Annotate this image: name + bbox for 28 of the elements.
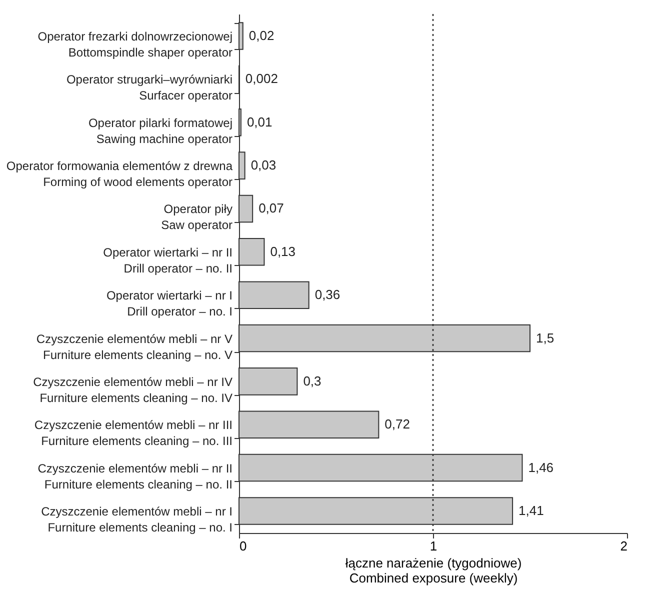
x-tick-label: 1 [430,538,438,554]
data-label: 1,41 [518,502,544,518]
y-tick-label: Operator frezarki dolnowrzecionowej Bottomspindle shaper operator [38,30,232,60]
data-label: 0,13 [270,244,296,259]
data-label: 1,46 [528,460,554,475]
data-label: 0,07 [258,200,284,216]
y-tick-label: Operator wiertarki – nr I Drill operator – no. I [106,288,232,319]
x-tick-label: 2 [620,538,628,554]
data-label: 0,002 [245,71,278,86]
data-label: 0,36 [314,287,340,302]
y-tick-label: Czyszczenie elementów mebli – nr III Furniture elements cleaning – no. III [34,418,232,448]
x-tick-label: 0 [240,538,247,554]
y-tick-label: Operator formowania elementów z drewna Forming of wood elements operator [6,159,233,190]
y-tick-label: Operator wiertarki – nr II Drill operator – no. II [103,245,232,276]
y-tick-label: Czyszczenie elementów mebli – nr V Furniture elements cleaning – no. V [36,332,232,362]
y-tick-label: Czyszczenie elementów mebli – nr II Furniture elements cleaning – no. II [38,461,232,492]
x-axis-title: łączne narażenie (tygodniowe) Combined exposure (weekly) [345,556,522,586]
data-label: 1,5 [536,330,554,346]
data-label: 0,02 [248,28,274,44]
y-tick-label: Operator pilarki formatowej Sawing machine operator [88,116,233,146]
y-tick-label: Operator strugarki–wyrówniarki Surfacer operator [66,72,232,103]
data-label: 0,01 [246,114,272,130]
y-tick-label: Czyszczenie elementów mebli – nr IV Furniture elements cleaning – no. IV [33,374,232,405]
y-tick-label: Operator piły Saw operator [161,202,232,232]
data-label: 0,72 [384,416,410,432]
y-tick-label: Czyszczenie elementów mebli – nr I Furniture elements cleaning – no. I [41,504,232,534]
data-label: 0,03 [250,158,276,173]
data-label: 0,3 [303,373,322,388]
